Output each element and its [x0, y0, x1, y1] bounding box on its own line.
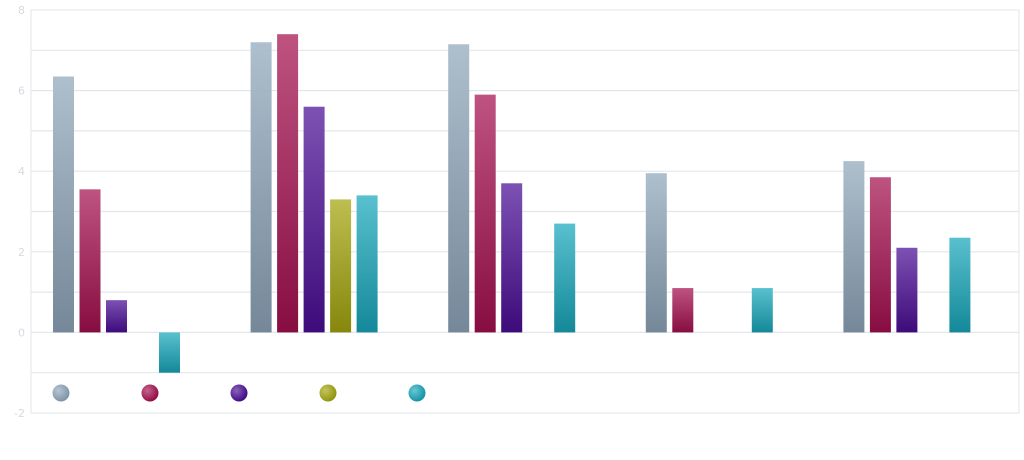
- y-tick-label: 6: [18, 85, 25, 98]
- bar: [869, 177, 891, 333]
- bar: [843, 161, 865, 333]
- y-tick-label: 4: [18, 165, 25, 178]
- bar: [474, 94, 496, 333]
- bar: [159, 332, 180, 373]
- bar: [303, 106, 325, 333]
- bar: [53, 76, 74, 333]
- legend-swatch: [319, 384, 337, 402]
- bar: [672, 288, 694, 333]
- bar: [949, 237, 971, 333]
- bars: [53, 34, 971, 373]
- legend: [52, 384, 426, 402]
- bar: [751, 288, 773, 333]
- bar: [501, 183, 523, 333]
- bar: [277, 34, 299, 333]
- legend-swatch: [230, 384, 248, 402]
- bar: [896, 247, 918, 333]
- y-axis-ticks: -2 0 2 4 6 8: [14, 4, 25, 420]
- bar: [645, 173, 667, 333]
- bar: [330, 199, 352, 333]
- bar: [448, 44, 470, 333]
- bar: [356, 195, 378, 333]
- legend-swatch: [141, 384, 159, 402]
- bar: [106, 300, 127, 333]
- legend-swatch: [408, 384, 426, 402]
- y-tick-label: -2: [14, 407, 25, 420]
- bar: [554, 223, 576, 333]
- bar: [250, 42, 272, 333]
- bar: [79, 189, 101, 333]
- y-tick-label: 0: [18, 326, 25, 339]
- legend-swatch: [52, 384, 70, 402]
- y-tick-label: 8: [18, 4, 25, 17]
- y-tick-label: 2: [18, 246, 25, 259]
